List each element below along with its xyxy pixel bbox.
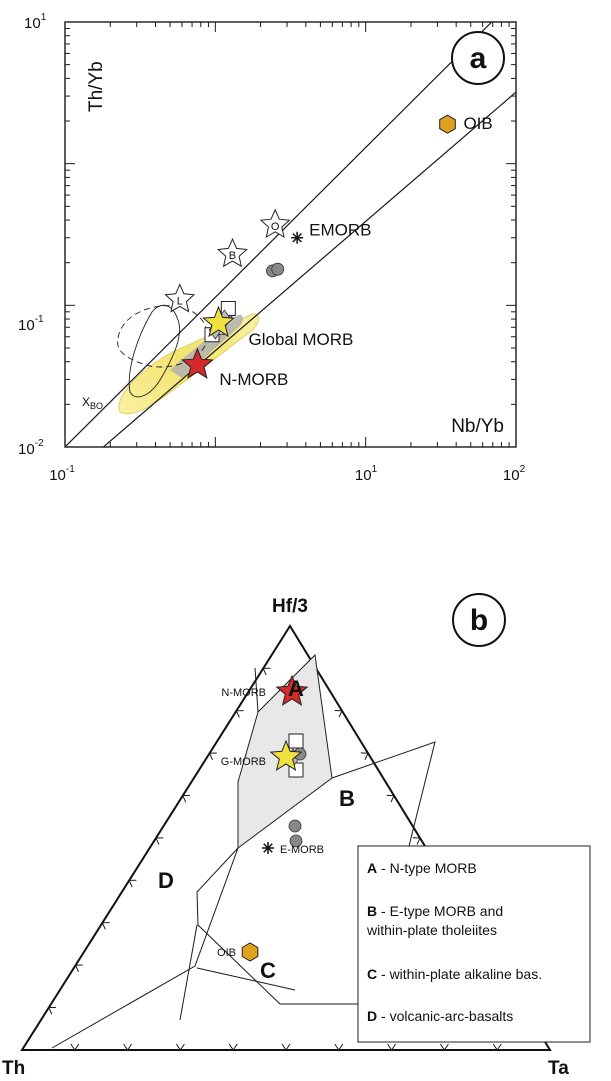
ref-o [259, 208, 291, 239]
ref-label-n-morb: N-MORB [219, 370, 288, 389]
legend-b: A - N-type MORB B - E-type MORB and with… [357, 845, 591, 1043]
ternary-label-n-morb: N-MORB [221, 687, 266, 699]
field-a-label: A [288, 676, 304, 701]
ref-label-oib: OIB [463, 114, 492, 133]
ternary-ref-n-morb [275, 674, 309, 706]
ref-l [164, 283, 196, 313]
legend-item-b-cont: within-plate tholeiites [366, 922, 497, 938]
ref-emorb [291, 231, 304, 244]
field-c-top [196, 967, 296, 991]
x-tick-label-3: 102 [503, 464, 526, 484]
ternary-triangle [20, 624, 552, 1051]
field-d-label: D [158, 868, 174, 893]
apex-label-right: Ta [548, 1058, 569, 1079]
ref-oib [439, 114, 456, 134]
ternary-tick [101, 922, 110, 930]
y-tick-label-3: 101 [24, 12, 47, 32]
panel-a-points: OIB EMORB N-MORB Global MORB B O L [164, 114, 493, 389]
ternary-label-g-morb: G-MORB [221, 756, 266, 768]
field-b-label: B [339, 786, 355, 811]
ref-label-global-morb: Global MORB [249, 330, 354, 349]
ternary-sample-circle-5 [288, 819, 302, 833]
ternary-tick [235, 710, 244, 718]
panel-a-letter: a [470, 42, 487, 75]
field-c-boundary [179, 924, 198, 1021]
ternary-tick [182, 794, 191, 803]
ternary-tick [70, 1043, 80, 1051]
x-tick-label-2: 101 [355, 464, 378, 484]
ref-b [217, 237, 248, 268]
ternary-tick [262, 667, 271, 676]
ref-label-l: L [177, 295, 183, 307]
ref-global-morb [202, 305, 235, 338]
apex-label-left: Th [2, 1058, 25, 1079]
ternary-ref-oib [241, 942, 259, 962]
ternary-tick [412, 837, 421, 845]
ternary-tick [208, 752, 217, 760]
ref-n-morb [180, 347, 214, 379]
ternary-ref-g-morb [269, 739, 303, 771]
panel-b-letter: b [470, 604, 488, 637]
x-axis-label-a: Nb/Yb [451, 416, 504, 437]
ref-label-o: O [271, 221, 280, 233]
panel-b: N-MORB G-MORB E-MORB OIB A B C D Hf/3 Th Ta… [2, 593, 591, 1079]
y-axis-label-a: Th/Yb [86, 61, 107, 112]
panel-a: OIB EMORB N-MORB Global MORB B O L a Th/Yb Nb/… [18, 12, 526, 484]
x-tick-label-1: 10-1 [49, 464, 75, 484]
ternary-tick [155, 837, 164, 845]
ternary-tick [48, 1006, 57, 1015]
ternary-tick [387, 1043, 397, 1051]
global-morb-field [170, 314, 243, 378]
ternary-tick [281, 1043, 291, 1051]
log-ticks-a [64, 22, 516, 448]
ref-label-emorb: EMORB [309, 221, 371, 240]
ternary-tick [123, 1043, 133, 1051]
field-b-boundary [196, 741, 436, 1005]
xbo-field [128, 304, 180, 398]
ternary-tick [175, 1043, 185, 1051]
panel-a-letter-circle [451, 31, 505, 85]
ternary-tick [334, 710, 343, 718]
y-tick-label-1: 10-2 [18, 438, 44, 458]
ternary-tick [360, 752, 369, 760]
sample-circle-2 [271, 262, 285, 276]
ternary-label-oib: OIB [217, 947, 236, 959]
panel-b-letter-circle [452, 593, 506, 647]
ternary-sample-circle-6 [289, 834, 303, 848]
apex-label-top: Hf/3 [272, 596, 308, 617]
mantle-array [65, 22, 516, 447]
legend-item-a: A - N-type MORB [367, 860, 477, 876]
y-tick-label-2: 10-1 [18, 314, 44, 334]
field-d-top-boundary [254, 667, 259, 713]
legend-item-b: B - E-type MORB and [367, 903, 503, 919]
array-line-2 [102, 91, 516, 447]
legend-item-d: D - volcanic-arc-basalts [367, 1008, 513, 1024]
ternary-tick [492, 1043, 502, 1051]
field-d-boundary [51, 847, 239, 1049]
ternary-tick [128, 879, 137, 888]
panel-b-points: N-MORB G-MORB E-MORB OIB [217, 674, 324, 962]
ternary-tick [228, 1043, 238, 1051]
ternary-tick [439, 1043, 449, 1051]
lower-crust-field [117, 305, 208, 368]
legend-item-c: C - within-plate alkaline bas. [367, 966, 542, 982]
legend-box [357, 845, 591, 1043]
plot-frame-a [64, 21, 517, 448]
ternary-tick [386, 794, 395, 803]
ternary-label-e-morb: E-MORB [280, 844, 324, 856]
xbo-label: XBO [82, 395, 103, 411]
ternary-tick [334, 1043, 344, 1051]
ternary-sample-square-2 [288, 733, 304, 749]
ternary-ref-e-morb [262, 842, 274, 854]
field-c-label: C [260, 958, 276, 983]
ref-label-b: B [229, 250, 236, 262]
ternary-tick [74, 964, 83, 972]
array-line-1 [65, 22, 493, 447]
